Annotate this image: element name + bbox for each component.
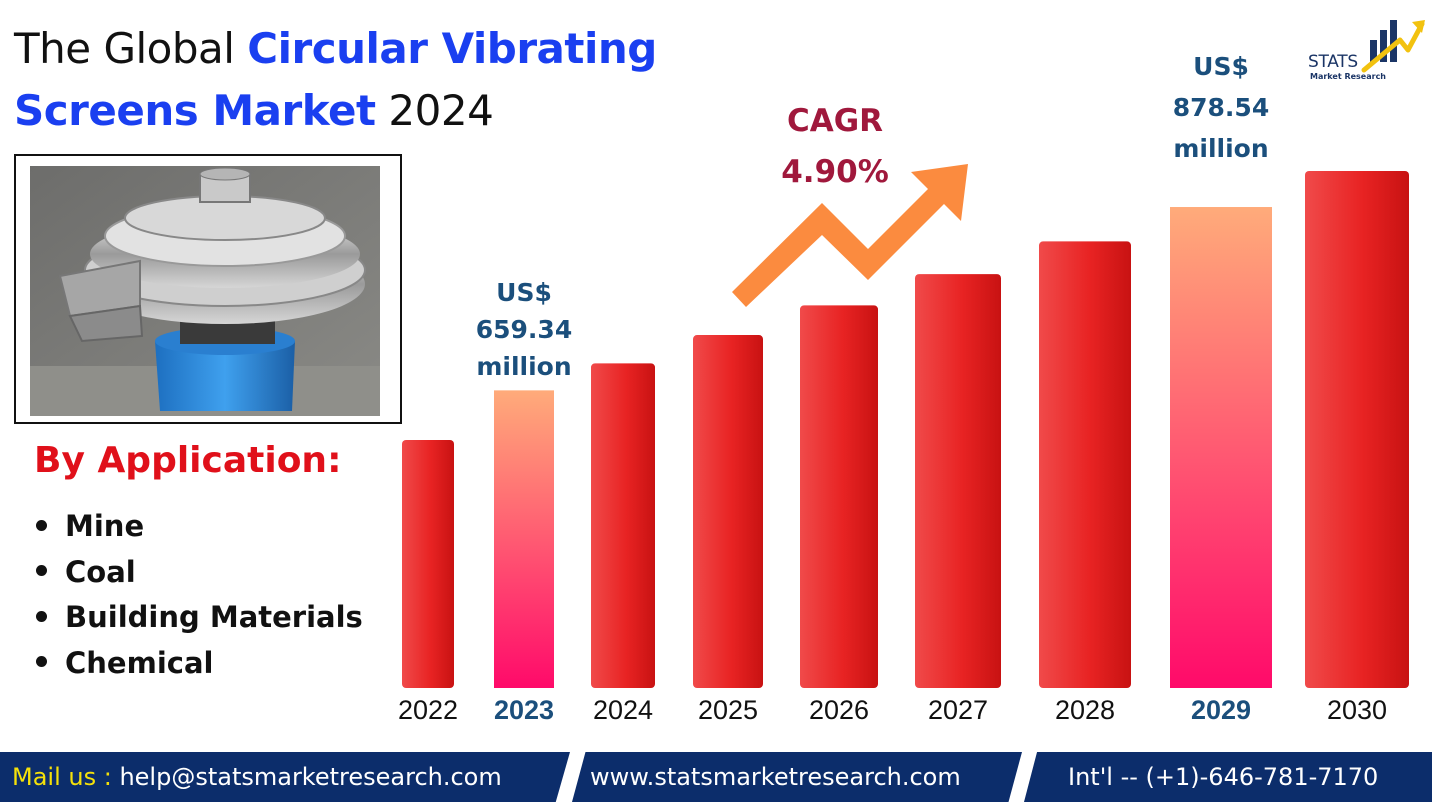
bar-2029: [1170, 207, 1272, 689]
product-photo-frame: [14, 154, 402, 424]
vibrating-screen-machine-photo: [30, 166, 380, 416]
logo-subtitle: Market Research: [1310, 72, 1386, 81]
title-prefix: The Global: [14, 24, 248, 73]
cagr-title: CAGR: [787, 103, 883, 139]
bar-chart-arrow-icon: [1361, 20, 1425, 73]
growth-arrow-icon: [732, 164, 968, 307]
value-label-2029-amount: 878.54: [1173, 93, 1269, 122]
bar-2023: [494, 390, 554, 688]
x-tick-2029: 2029: [1191, 695, 1251, 725]
x-tick-2023: 2023: [494, 695, 554, 725]
footer-email[interactable]: Mail us : help@statsmarketresearch.com: [0, 752, 570, 802]
bar-2027: [915, 274, 1001, 688]
mail-label: Mail us :: [12, 763, 112, 791]
list-item-label: Chemical: [65, 645, 214, 680]
list-item-label: Building Materials: [65, 600, 363, 634]
value-label-2029-unit: million: [1173, 134, 1268, 163]
title-highlight-2: Screens Market: [14, 86, 376, 135]
x-tick-2024: 2024: [593, 695, 653, 725]
bar-2028: [1039, 241, 1131, 689]
value-label-2023-amount: 659.34: [476, 315, 572, 344]
market-bar-chart: 2022 2023 2024 2025 2026 2027 2028 2029 2030 US$…: [398, 52, 1409, 725]
x-axis-ticks: 2022 2023 2024 2025 2026 2027 2028 2029 2030: [398, 695, 1387, 725]
bars-group: [402, 171, 1409, 689]
list-item-label: Mine: [65, 509, 145, 543]
application-list: Mine Coal Building Materials Chemical: [36, 505, 363, 687]
value-label-2023-unit: million: [476, 352, 571, 381]
list-item: Chemical: [36, 642, 363, 688]
footer-phone[interactable]: Int'l -- (+1)-646-781-7170: [1024, 752, 1432, 802]
bar-2022: [402, 440, 454, 688]
x-tick-2030: 2030: [1327, 695, 1387, 725]
bullet-icon: [36, 610, 47, 622]
x-tick-2028: 2028: [1055, 695, 1115, 725]
list-item: Building Materials: [36, 596, 363, 642]
list-item-label: Coal: [65, 554, 136, 589]
footer-website[interactable]: www.statsmarketresearch.com: [572, 752, 1022, 802]
website-link[interactable]: www.statsmarketresearch.com: [590, 763, 961, 791]
page-title: The Global Circular Vibrating Screens Ma…: [14, 18, 734, 142]
cagr-value: 4.90%: [781, 154, 889, 190]
footer-bar: Mail us : help@statsmarketresearch.com w…: [0, 748, 1432, 805]
bar-2025: [693, 335, 763, 688]
phone-number[interactable]: Int'l -- (+1)-646-781-7170: [1068, 763, 1379, 791]
application-heading: By Application:: [34, 440, 342, 481]
value-label-2029-currency: US$: [1193, 52, 1249, 81]
email-link[interactable]: help@statsmarketresearch.com: [111, 763, 502, 791]
value-label-2023-currency: US$: [496, 278, 552, 307]
bullet-icon: [36, 565, 47, 576]
list-item: Mine: [36, 505, 363, 551]
stats-logo: STATS Market Research: [1304, 12, 1428, 88]
x-tick-2022: 2022: [398, 695, 458, 725]
list-item: Coal: [36, 551, 363, 597]
bar-2026: [800, 305, 878, 688]
title-highlight-1: Circular Vibrating: [247, 24, 657, 73]
bar-2030: [1305, 171, 1409, 688]
x-tick-2027: 2027: [928, 695, 988, 725]
logo-name: STATS: [1308, 52, 1358, 72]
x-tick-2026: 2026: [809, 695, 869, 725]
title-year: 2024: [375, 86, 494, 135]
bullet-icon: [36, 519, 47, 531]
bar-2024: [591, 363, 655, 688]
x-tick-2025: 2025: [698, 695, 758, 725]
bullet-icon: [36, 656, 47, 667]
